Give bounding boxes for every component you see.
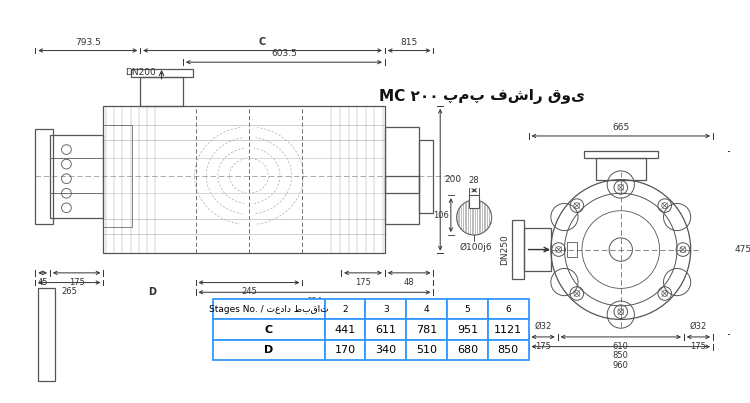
- Bar: [213, 340, 325, 360]
- Text: 106: 106: [433, 211, 449, 220]
- Bar: [130, 69, 193, 77]
- Text: 850: 850: [497, 345, 519, 355]
- Text: 170: 170: [334, 345, 356, 355]
- Text: 5: 5: [464, 305, 470, 314]
- Text: DN250: DN250: [500, 234, 508, 265]
- Bar: [524, 228, 551, 271]
- Text: 175: 175: [691, 342, 706, 351]
- Text: C: C: [265, 325, 273, 334]
- Bar: [596, 158, 646, 180]
- Bar: [488, 340, 529, 360]
- Text: 665: 665: [612, 123, 629, 132]
- Text: 1121: 1121: [494, 325, 522, 334]
- Text: 2: 2: [342, 305, 348, 314]
- Text: 175: 175: [536, 342, 551, 351]
- Text: D: D: [264, 345, 274, 355]
- Bar: [104, 125, 133, 227]
- Bar: [406, 340, 447, 360]
- Text: 245: 245: [241, 287, 256, 297]
- Bar: [38, 289, 55, 380]
- Bar: [568, 242, 577, 258]
- Text: 793.5: 793.5: [75, 37, 100, 47]
- Text: 45: 45: [38, 278, 48, 287]
- Text: 510: 510: [416, 345, 437, 355]
- Bar: [447, 299, 488, 320]
- Text: 815: 815: [400, 37, 418, 47]
- Bar: [325, 340, 365, 360]
- Text: 951: 951: [457, 325, 478, 334]
- Bar: [365, 340, 407, 360]
- Text: 48: 48: [404, 278, 415, 287]
- Text: 175: 175: [355, 278, 371, 287]
- Text: 340: 340: [375, 345, 397, 355]
- Bar: [50, 135, 104, 218]
- Bar: [140, 77, 183, 106]
- Text: Ø100j6: Ø100j6: [460, 243, 493, 252]
- Text: C: C: [259, 37, 266, 47]
- Bar: [213, 320, 325, 340]
- Text: 611: 611: [375, 325, 396, 334]
- Bar: [50, 158, 104, 193]
- Text: 603.5: 603.5: [271, 49, 297, 58]
- Polygon shape: [457, 200, 492, 235]
- Bar: [385, 176, 418, 193]
- Bar: [584, 151, 658, 158]
- Bar: [406, 320, 447, 340]
- Text: Ø32: Ø32: [690, 322, 707, 331]
- Text: 441: 441: [334, 325, 356, 334]
- Bar: [488, 299, 529, 320]
- Text: 3: 3: [383, 305, 388, 314]
- Bar: [325, 320, 365, 340]
- Text: 265: 265: [62, 287, 77, 297]
- Text: پمپ فشار قوی‏: پمپ فشار قوی‏: [443, 89, 585, 104]
- Text: MC ۲۰۰: MC ۲۰۰: [379, 89, 438, 104]
- Bar: [104, 106, 385, 253]
- Bar: [447, 320, 488, 340]
- Text: 610: 610: [613, 342, 628, 351]
- Text: Stages No. / تعداد طبقات: Stages No. / تعداد طبقات: [209, 305, 328, 314]
- Text: 680: 680: [457, 345, 478, 355]
- Bar: [35, 129, 52, 224]
- Bar: [488, 320, 529, 340]
- Text: 475: 475: [734, 245, 750, 254]
- Text: 175: 175: [69, 278, 85, 287]
- Text: D: D: [148, 287, 156, 297]
- Text: 850: 850: [613, 351, 628, 361]
- Text: 200: 200: [444, 175, 461, 184]
- Bar: [406, 299, 447, 320]
- Bar: [365, 320, 407, 340]
- Text: 6: 6: [506, 305, 511, 314]
- Text: 4: 4: [424, 305, 430, 314]
- Bar: [447, 340, 488, 360]
- Text: 781: 781: [416, 325, 437, 334]
- Bar: [385, 127, 418, 224]
- Text: 694: 694: [307, 297, 322, 306]
- Text: DN200: DN200: [124, 69, 155, 77]
- Text: 960: 960: [613, 361, 628, 370]
- Polygon shape: [470, 195, 479, 208]
- Bar: [365, 299, 407, 320]
- Bar: [512, 220, 523, 279]
- Bar: [419, 140, 434, 213]
- Bar: [213, 299, 325, 320]
- Text: 28: 28: [469, 177, 479, 185]
- Text: Ø32: Ø32: [535, 322, 552, 331]
- Bar: [325, 299, 365, 320]
